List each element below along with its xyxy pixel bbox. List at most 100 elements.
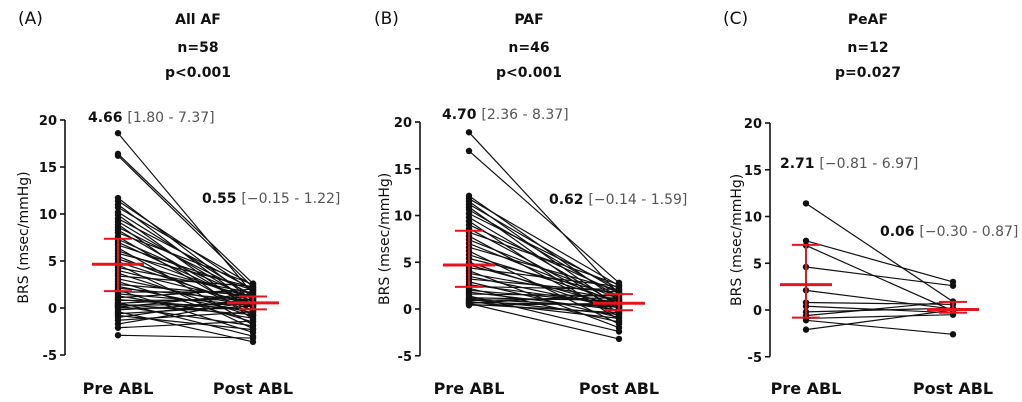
paired-line — [117, 218, 254, 290]
panel-title: PAF — [514, 12, 543, 28]
x-category-label-post: Post ABL — [213, 379, 293, 398]
paired-line — [117, 252, 254, 288]
data-points — [465, 129, 623, 343]
summary-pre — [92, 237, 144, 293]
paired-line — [117, 232, 254, 286]
paired-line — [117, 311, 254, 321]
p-value: p<0.001 — [496, 65, 562, 81]
x-category-label-pre: Pre ABL — [83, 379, 154, 398]
paired-line — [117, 132, 254, 295]
p-value: p=0.027 — [835, 65, 901, 81]
point-post — [615, 335, 623, 343]
point-post — [249, 326, 257, 333]
median-annotation-pre: 2.71 [−0.81 - 6.97] — [780, 156, 918, 172]
paired-line — [117, 283, 254, 297]
point-pre — [802, 326, 810, 333]
y-tick-label: 5 — [403, 256, 412, 271]
iqr-range: [1.80 - 7.37] — [127, 110, 214, 126]
paired-line — [117, 305, 254, 315]
median-value: 0.06 — [880, 224, 919, 240]
point-post — [249, 317, 257, 325]
y-tick-label: -5 — [43, 349, 57, 364]
paired-line — [117, 153, 254, 284]
paired-line — [117, 289, 254, 334]
panel-label: (A) — [18, 9, 43, 29]
paired-line — [117, 300, 254, 325]
y-tick-label: 10 — [744, 211, 762, 226]
paired-line — [468, 302, 620, 340]
y-tick-label: -5 — [398, 350, 412, 365]
point-post — [249, 334, 257, 342]
paired-line — [117, 334, 254, 339]
sample-size: n=58 — [177, 40, 218, 56]
paired-line — [117, 155, 254, 288]
point-post — [615, 328, 623, 335]
iqr-range: [−0.15 - 1.22] — [241, 191, 340, 207]
paired-line — [805, 240, 954, 283]
iqr-range: [−0.14 - 1.59] — [588, 192, 687, 208]
paired-line — [805, 300, 954, 317]
median-annotation-post: 0.62 [−0.14 - 1.59] — [549, 192, 687, 208]
iqr-range: [−0.30 - 0.87] — [919, 224, 1018, 240]
point-pre — [465, 302, 473, 309]
paired-line — [117, 320, 254, 329]
x-category-label-post: Post ABL — [913, 379, 993, 398]
paired-line — [117, 311, 254, 343]
paired-line — [805, 202, 954, 303]
summary-post — [227, 295, 279, 311]
point-pre — [114, 332, 122, 339]
summary-post — [593, 293, 645, 312]
panel-3: (C) PeAF n=12 p=0.027 20 15 10 5 0 -5 BRS (msec/mm… — [723, 9, 1018, 398]
paired-line — [468, 293, 620, 304]
y-tick-label: 20 — [744, 117, 762, 132]
paired-line — [468, 254, 620, 303]
iqr-range: [2.36 - 8.37] — [481, 107, 568, 123]
y-tick-label: 15 — [394, 163, 412, 178]
p-value: p<0.001 — [165, 65, 231, 81]
y-tick-label: 0 — [403, 303, 412, 318]
x-category-label-pre: Pre ABL — [771, 379, 842, 398]
y-tick-label: 0 — [48, 302, 57, 317]
panel-1: (A) All AF n=58 p<0.001 20 15 10 5 0 -5 BRS (msec/… — [16, 9, 340, 398]
paired-line — [117, 226, 254, 296]
point-pre — [465, 129, 473, 136]
paired-lines — [805, 202, 954, 335]
paired-line — [468, 131, 620, 295]
paired-line — [805, 319, 954, 335]
y-tick-label: 15 — [39, 161, 57, 176]
point-post — [249, 290, 257, 298]
summary-pre — [780, 243, 832, 319]
paired-lines — [117, 132, 254, 343]
paired-line — [805, 266, 954, 287]
paired-line — [117, 206, 254, 286]
paired-line — [468, 300, 620, 319]
point-pre — [465, 147, 473, 155]
point-post — [949, 331, 957, 338]
panel-title: PeAF — [848, 12, 888, 28]
paired-line — [117, 288, 254, 299]
paired-line — [468, 285, 620, 290]
median-annotation-pre: 4.70 [2.36 - 8.37] — [442, 107, 569, 123]
paired-line — [805, 314, 954, 320]
paired-line — [117, 287, 254, 302]
paired-line — [468, 203, 620, 292]
paired-line — [117, 266, 254, 294]
paired-line — [468, 278, 620, 293]
point-pre — [114, 204, 122, 211]
paired-line — [468, 231, 620, 286]
median-value: 0.55 — [202, 191, 241, 207]
y-tick-label: 15 — [744, 164, 762, 179]
y-tick-label: 5 — [753, 257, 762, 272]
paired-line — [468, 291, 620, 311]
point-pre — [114, 324, 122, 331]
paired-line — [117, 281, 254, 323]
y-tick-label: 0 — [753, 304, 762, 319]
paired-line — [117, 293, 254, 308]
paired-line — [805, 244, 954, 312]
paired-line — [805, 309, 954, 331]
paired-line — [468, 303, 620, 314]
paired-line — [468, 267, 620, 288]
median-value: 4.66 — [88, 110, 127, 126]
